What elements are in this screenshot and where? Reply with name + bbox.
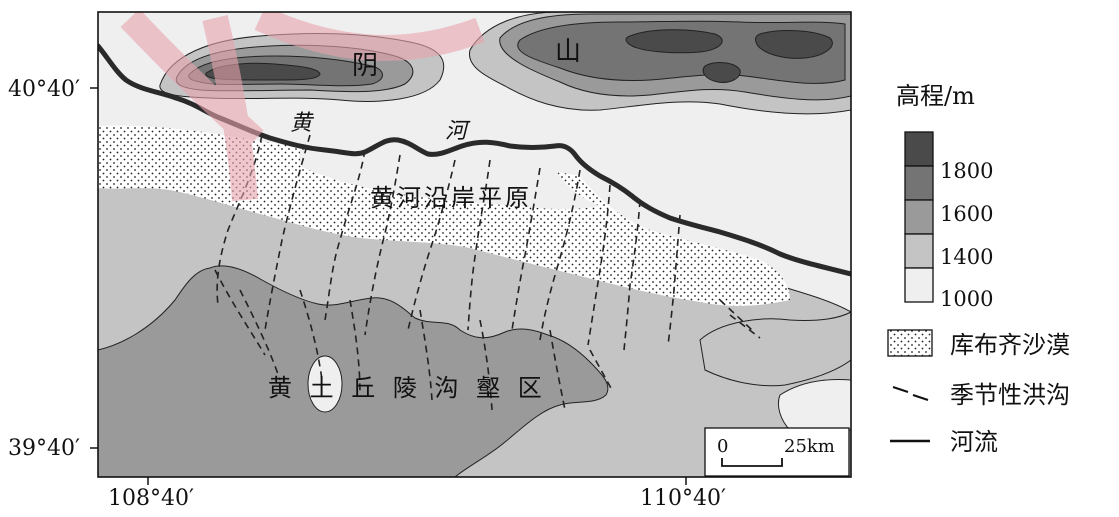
yinshan-east-peak-2 (755, 30, 833, 59)
gully-swatch (892, 386, 929, 401)
elevation-swatch-4 (904, 267, 934, 303)
plain-zone (300, 150, 600, 209)
elevation-swatch-0 (904, 131, 934, 167)
legend-tick-1600: 1600 (940, 202, 993, 226)
elevation-swatch-3 (904, 233, 934, 269)
legend-gully-label: 季节性洪沟 (950, 381, 1070, 409)
loess-1600-zone (98, 265, 609, 477)
legend: 高程/m 1800 1600 1400 1000 库布齐沙漠 季节性洪沟 河流 (887, 82, 1070, 456)
plain-label: 黄河沿岸平原 (370, 184, 532, 212)
scale-zero: 0 (717, 436, 728, 457)
legend-tick-1400: 1400 (940, 245, 993, 269)
elevation-swatch-2 (904, 199, 934, 235)
southeast-1000-zone (777, 379, 851, 431)
coordinate-ticks (90, 87, 687, 485)
legend-tick-1800: 1800 (940, 159, 993, 183)
legend-desert-label: 库布齐沙漠 (950, 331, 1070, 359)
lat-top-label: 40°40′ (8, 77, 80, 102)
elevation-swatches (904, 131, 934, 303)
legend-tick-1000: 1000 (940, 287, 993, 311)
map-frame (97, 11, 852, 478)
yinshan-east-peak-1 (625, 29, 723, 54)
scale-distance: 25km (784, 436, 835, 457)
scale-bar: 0 25km (704, 427, 850, 477)
kubuqi-desert-zone (98, 125, 790, 306)
lat-bottom-label: 39°40′ (8, 436, 80, 461)
yinshan-east-peak-3 (702, 62, 741, 83)
loess-pocket (307, 355, 343, 413)
lon-left-label: 108°40′ (108, 486, 194, 511)
watermark-logo (120, 12, 485, 202)
huanghe-label-1: 黄 (290, 111, 315, 136)
legend-title: 高程/m (896, 82, 975, 110)
huanghe-label-2: 河 (445, 119, 471, 144)
loess-label: 黄 土 丘 陵 沟 壑 区 (268, 374, 547, 402)
elevation-swatch-1 (904, 165, 934, 201)
lon-right-label: 110°40′ (640, 486, 726, 511)
desert-swatch (887, 329, 933, 357)
yinshan-label-2: 山 (555, 37, 581, 67)
seasonal-gullies (214, 134, 761, 411)
legend-river-label: 河流 (950, 428, 998, 456)
yinshan-label-1: 阴 (352, 51, 378, 81)
map-area (98, 12, 851, 477)
